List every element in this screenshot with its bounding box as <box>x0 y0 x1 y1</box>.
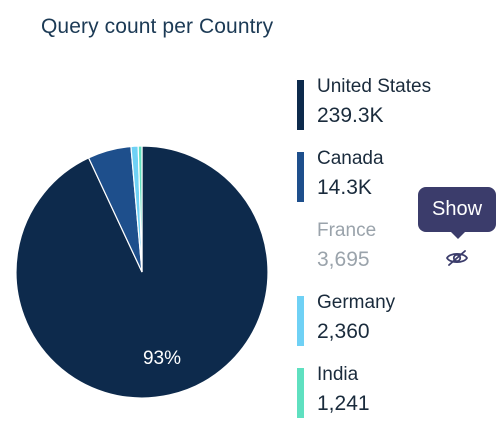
legend-label: India <box>317 364 359 385</box>
legend-label: France <box>317 220 377 241</box>
legend-label: Canada <box>317 148 384 169</box>
legend-swatch <box>297 296 304 346</box>
legend-label: Germany <box>317 292 396 313</box>
legend-value: 3,695 <box>317 248 370 271</box>
legend-value: 2,360 <box>317 320 370 343</box>
pie-slice-india[interactable] <box>137 145 143 273</box>
pie-chart: 93% <box>15 145 269 399</box>
eye-crossed-icon[interactable] <box>445 246 469 270</box>
legend-value: 1,241 <box>317 392 370 415</box>
chart-title: Query count per Country <box>41 15 274 38</box>
legend-label: United States <box>317 76 432 97</box>
pie-data-label: 93% <box>143 348 181 369</box>
legend-swatch <box>297 80 304 130</box>
legend-value: 239.3K <box>317 104 384 127</box>
show-tooltip: Show <box>418 187 496 239</box>
legend-swatch <box>297 152 304 202</box>
legend-swatch <box>297 368 304 418</box>
legend-value: 14.3K <box>317 176 372 199</box>
